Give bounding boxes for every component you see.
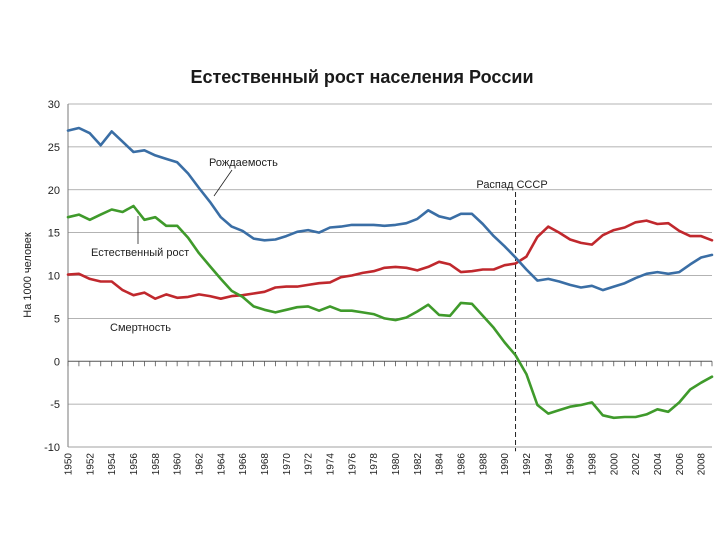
y-tick-label: 10: [48, 271, 60, 283]
y-tick-labels: 30 25 20 15 10 5 0 -5 -10: [44, 99, 60, 454]
birth-rate-label: Рождаемость: [209, 157, 278, 169]
x-tick-labels: 1950 1952 1954 1956 1958 1960 1962 1964 1966 1968…: [64, 453, 708, 476]
y-tick-label: 25: [48, 142, 60, 154]
y-tick-label: -5: [50, 399, 60, 411]
x-tick-label: 1978: [369, 453, 380, 476]
x-tick-label: 1994: [544, 453, 555, 476]
birth-rate-leader: [213, 169, 233, 197]
x-tick-label: 1988: [478, 453, 489, 476]
x-tick-label: 1980: [391, 453, 402, 476]
x-tick-label: 2002: [631, 453, 642, 476]
x-tick-label: 1990: [500, 453, 511, 476]
x-tick-label: 1962: [194, 453, 205, 476]
x-tick-label: 1992: [522, 453, 533, 476]
x-tick-label: 2004: [653, 453, 664, 476]
x-tick-label: 1996: [566, 453, 577, 476]
y-tick-label: -10: [44, 442, 60, 454]
annotations: Рождаемость Естественный рост Смертность: [91, 157, 278, 334]
ussr-collapse-marker: Распад СССР: [476, 179, 548, 452]
x-tick-label: 1952: [85, 453, 96, 476]
y-tick-label: 30: [48, 99, 60, 111]
x-tick-label: 2006: [675, 453, 686, 476]
y-tick-label: 15: [48, 228, 60, 240]
birth-rate-line: [66, 126, 714, 292]
x-tick-label: 1966: [238, 453, 249, 476]
death-rate-label: Смертность: [110, 322, 171, 334]
x-tick-label: 1982: [413, 453, 424, 476]
death-rate-line: [66, 219, 714, 301]
x-tick-label: 1950: [64, 453, 75, 476]
x-tick-label: 1972: [304, 453, 315, 476]
x-tick-label: 1986: [456, 453, 467, 476]
y-axis-label: На 1000 человек: [22, 232, 34, 318]
x-tick-label: 2008: [697, 453, 708, 476]
natural-growth-label: Естественный рост: [91, 247, 189, 259]
x-tick-label: 1976: [347, 453, 358, 476]
x-tick-label: 1964: [216, 453, 227, 476]
x-tick-label: 1960: [173, 453, 184, 476]
x-tick-label: 1954: [107, 453, 118, 476]
gridlines: [68, 103, 712, 448]
y-tick-label: 20: [48, 185, 60, 197]
x-tick-label: 1958: [151, 453, 162, 476]
x-tick-label: 1968: [260, 453, 271, 476]
x-tick-label: 1970: [282, 453, 293, 476]
x-tick-label: 1974: [325, 453, 336, 476]
natural-growth-line: [66, 204, 714, 420]
y-tick-label: 0: [54, 356, 60, 368]
y-tick-label: 5: [54, 313, 60, 325]
chart-title: Естественный рост населения России: [190, 67, 533, 87]
x-tick-label: 1984: [435, 453, 446, 476]
x-tick-label: 1956: [129, 453, 140, 476]
x-tick-label: 1998: [587, 453, 598, 476]
x-tick-label: 2000: [609, 453, 620, 476]
series-lines: [66, 126, 714, 420]
ussr-label: Распад СССР: [476, 179, 547, 191]
